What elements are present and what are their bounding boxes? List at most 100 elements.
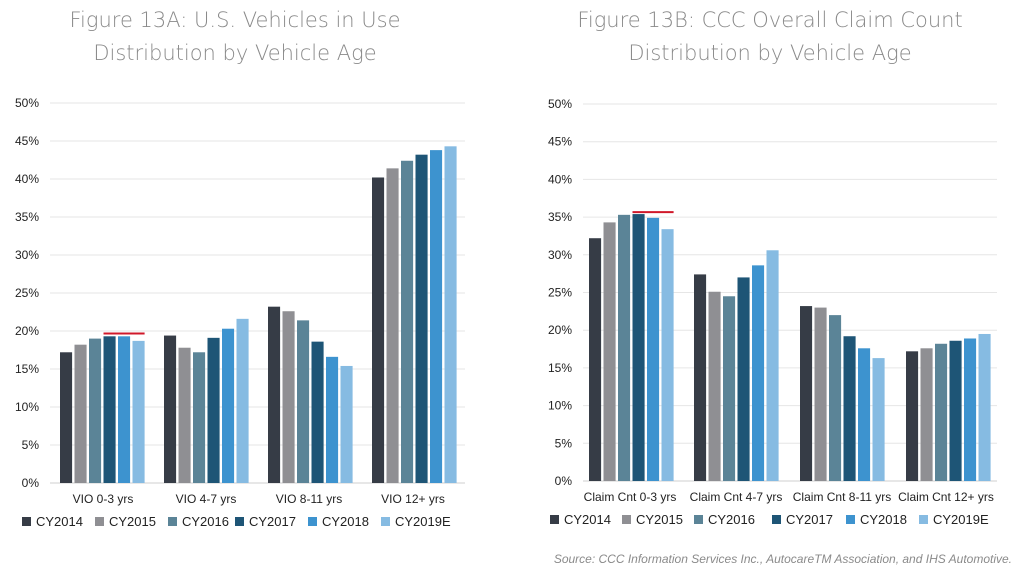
bar-b-CY2016-3	[935, 343, 948, 481]
legend-label-a-CY2017: CY2017	[249, 514, 296, 529]
bar-a-CY2015-2	[282, 311, 295, 483]
x-category-label-a-0: VIO 0-3 yrs	[73, 492, 134, 506]
legend-swatch-b-CY2017	[772, 515, 781, 524]
chart-b-title: Figure 13B: CCC Overall Claim Count Dist…	[560, 4, 980, 70]
bar-b-CY2015-1	[708, 291, 721, 481]
bar-b-CY2019E-1	[766, 250, 779, 481]
y-tick-label-b-0: 0%	[555, 474, 573, 488]
bar-b-CY2018-2	[858, 348, 871, 481]
x-category-label-b-1: Claim Cnt 4-7 yrs	[690, 490, 783, 504]
y-tick-label-b-3: 15%	[548, 361, 572, 375]
chart-b-title-line2: Distribution by Vehicle Age	[628, 41, 912, 65]
bar-a-CY2016-1	[193, 352, 206, 483]
legend-swatch-a-CY2016	[168, 517, 177, 526]
legend-label-a-CY2019E: CY2019E	[395, 514, 451, 529]
legend-label-a-CY2015: CY2015	[109, 514, 156, 529]
legend-swatch-a-CY2015	[95, 517, 104, 526]
bar-a-CY2017-1	[207, 337, 220, 483]
legend-label-b-CY2016: CY2016	[708, 512, 755, 527]
bar-a-CY2015-0	[74, 344, 87, 483]
legend-swatch-a-CY2017	[235, 517, 244, 526]
y-tick-label-b-5: 25%	[548, 286, 572, 300]
x-category-label-a-1: VIO 4-7 yrs	[176, 492, 237, 506]
bar-b-CY2017-2	[843, 336, 856, 481]
bar-a-CY2019E-2	[340, 365, 353, 483]
bar-b-CY2019E-0	[661, 229, 674, 481]
y-tick-label-b-9: 45%	[548, 135, 572, 149]
legend-label-b-CY2019E: CY2019E	[933, 512, 989, 527]
y-tick-label-a-10: 50%	[15, 96, 39, 110]
legend-swatch-b-CY2014	[550, 515, 559, 524]
bar-b-CY2014-1	[694, 274, 707, 481]
bar-a-CY2018-3	[430, 150, 443, 483]
x-category-label-b-2: Claim Cnt 8-11 yrs	[793, 490, 891, 504]
legend-label-a-CY2018: CY2018	[322, 514, 369, 529]
source-note: Source: CCC Information Services Inc., A…	[553, 552, 1012, 566]
legend-label-a-CY2014: CY2014	[36, 514, 83, 529]
y-tick-label-a-4: 20%	[15, 324, 39, 338]
y-tick-label-a-3: 15%	[15, 362, 39, 376]
bar-a-CY2014-1	[164, 335, 177, 483]
y-tick-label-b-6: 30%	[548, 248, 572, 262]
y-tick-label-a-1: 5%	[22, 438, 40, 452]
bar-b-CY2018-1	[752, 265, 765, 481]
legend-label-a-CY2016: CY2016	[182, 514, 229, 529]
legend-swatch-b-CY2018	[846, 515, 855, 524]
bar-a-CY2017-0	[103, 336, 116, 483]
bar-a-CY2016-2	[297, 320, 310, 483]
y-tick-label-b-10: 50%	[548, 97, 572, 111]
bar-b-CY2017-1	[737, 277, 750, 481]
chart-b-title-line1: Figure 13B: CCC Overall Claim Count	[577, 8, 963, 32]
y-tick-label-a-6: 30%	[15, 248, 39, 262]
y-tick-label-a-2: 10%	[15, 400, 39, 414]
bar-b-CY2014-3	[906, 351, 919, 481]
bar-b-CY2014-2	[800, 306, 813, 481]
bar-a-CY2014-2	[268, 306, 281, 483]
y-tick-label-a-0: 0%	[22, 476, 40, 490]
legend-swatch-b-CY2015	[622, 515, 631, 524]
x-category-label-a-2: VIO 8-11 yrs	[276, 492, 342, 506]
legend-label-b-CY2017: CY2017	[786, 512, 833, 527]
chart-a-title: Figure 13A: U.S. Vehicles in Use Distrib…	[40, 4, 430, 70]
y-tick-label-a-9: 45%	[15, 134, 39, 148]
bar-b-CY2014-0	[589, 238, 602, 481]
bar-b-CY2018-0	[647, 217, 660, 481]
y-tick-label-a-8: 40%	[15, 172, 39, 186]
legend-swatch-b-CY2019E	[919, 515, 928, 524]
bar-a-CY2019E-0	[132, 340, 145, 483]
chart-a-title-line2: Distribution by Vehicle Age	[93, 41, 377, 65]
bar-a-CY2016-0	[89, 338, 102, 483]
y-tick-label-a-7: 35%	[15, 210, 39, 224]
bar-a-CY2014-3	[372, 177, 385, 484]
bar-b-CY2019E-3	[978, 333, 991, 481]
bar-b-CY2015-0	[603, 222, 616, 482]
bar-b-CY2017-0	[632, 214, 645, 482]
bar-a-CY2017-3	[415, 154, 428, 483]
legend-swatch-a-CY2014	[22, 517, 31, 526]
bar-a-CY2015-3	[386, 168, 399, 484]
bar-b-CY2019E-2	[872, 358, 885, 481]
bar-a-CY2018-2	[326, 356, 339, 483]
legend-swatch-a-CY2019E	[381, 517, 390, 526]
bar-a-CY2018-1	[222, 328, 235, 483]
bar-b-CY2016-1	[723, 296, 736, 481]
bar-a-CY2014-0	[60, 352, 73, 483]
bar-a-CY2019E-3	[444, 146, 457, 483]
chart-a-title-line1: Figure 13A: U.S. Vehicles in Use	[69, 8, 401, 32]
bar-b-CY2018-3	[964, 338, 977, 481]
y-tick-label-b-4: 20%	[548, 323, 572, 337]
legend-label-b-CY2014: CY2014	[564, 512, 611, 527]
legend-swatch-a-CY2018	[308, 517, 317, 526]
bar-b-CY2017-3	[949, 340, 962, 481]
y-tick-label-b-1: 5%	[555, 436, 573, 450]
y-tick-label-a-5: 25%	[15, 286, 39, 300]
bar-b-CY2015-3	[920, 348, 933, 481]
bar-a-CY2019E-1	[236, 318, 249, 483]
legend-label-b-CY2015: CY2015	[636, 512, 683, 527]
bar-b-CY2016-2	[829, 315, 842, 481]
bar-a-CY2016-3	[401, 160, 414, 483]
x-category-label-b-0: Claim Cnt 0-3 yrs	[584, 490, 677, 504]
bar-b-CY2015-2	[814, 307, 827, 481]
y-tick-label-b-7: 35%	[548, 210, 572, 224]
